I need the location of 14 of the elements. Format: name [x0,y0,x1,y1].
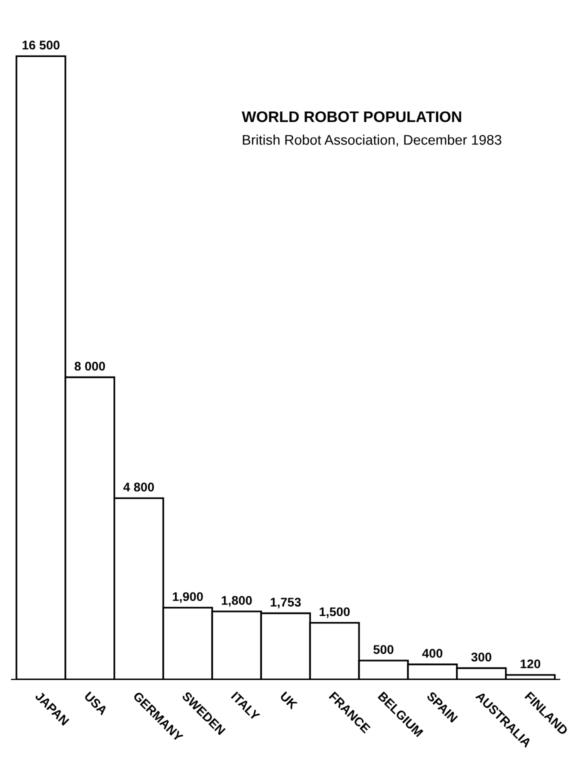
data-label: 16 500 [22,40,60,50]
data-label: 400 [422,648,442,658]
data-label: 1,500 [320,607,350,618]
text: WORLD ROBOT POPULATION [242,111,462,122]
data-label: 1,900 [172,592,203,603]
x-tick-label: UK [280,691,298,710]
data-label: 500 [373,645,394,654]
data-label: 8 000 [74,362,105,371]
data-label: 120 [520,659,540,668]
data-label: 300 [471,652,492,662]
text: British Robot Association, December 1983 [242,134,502,146]
data-label: 4 800 [123,482,154,492]
data-label: 1,753 [270,598,301,608]
data-label: 1,800 [222,596,252,607]
